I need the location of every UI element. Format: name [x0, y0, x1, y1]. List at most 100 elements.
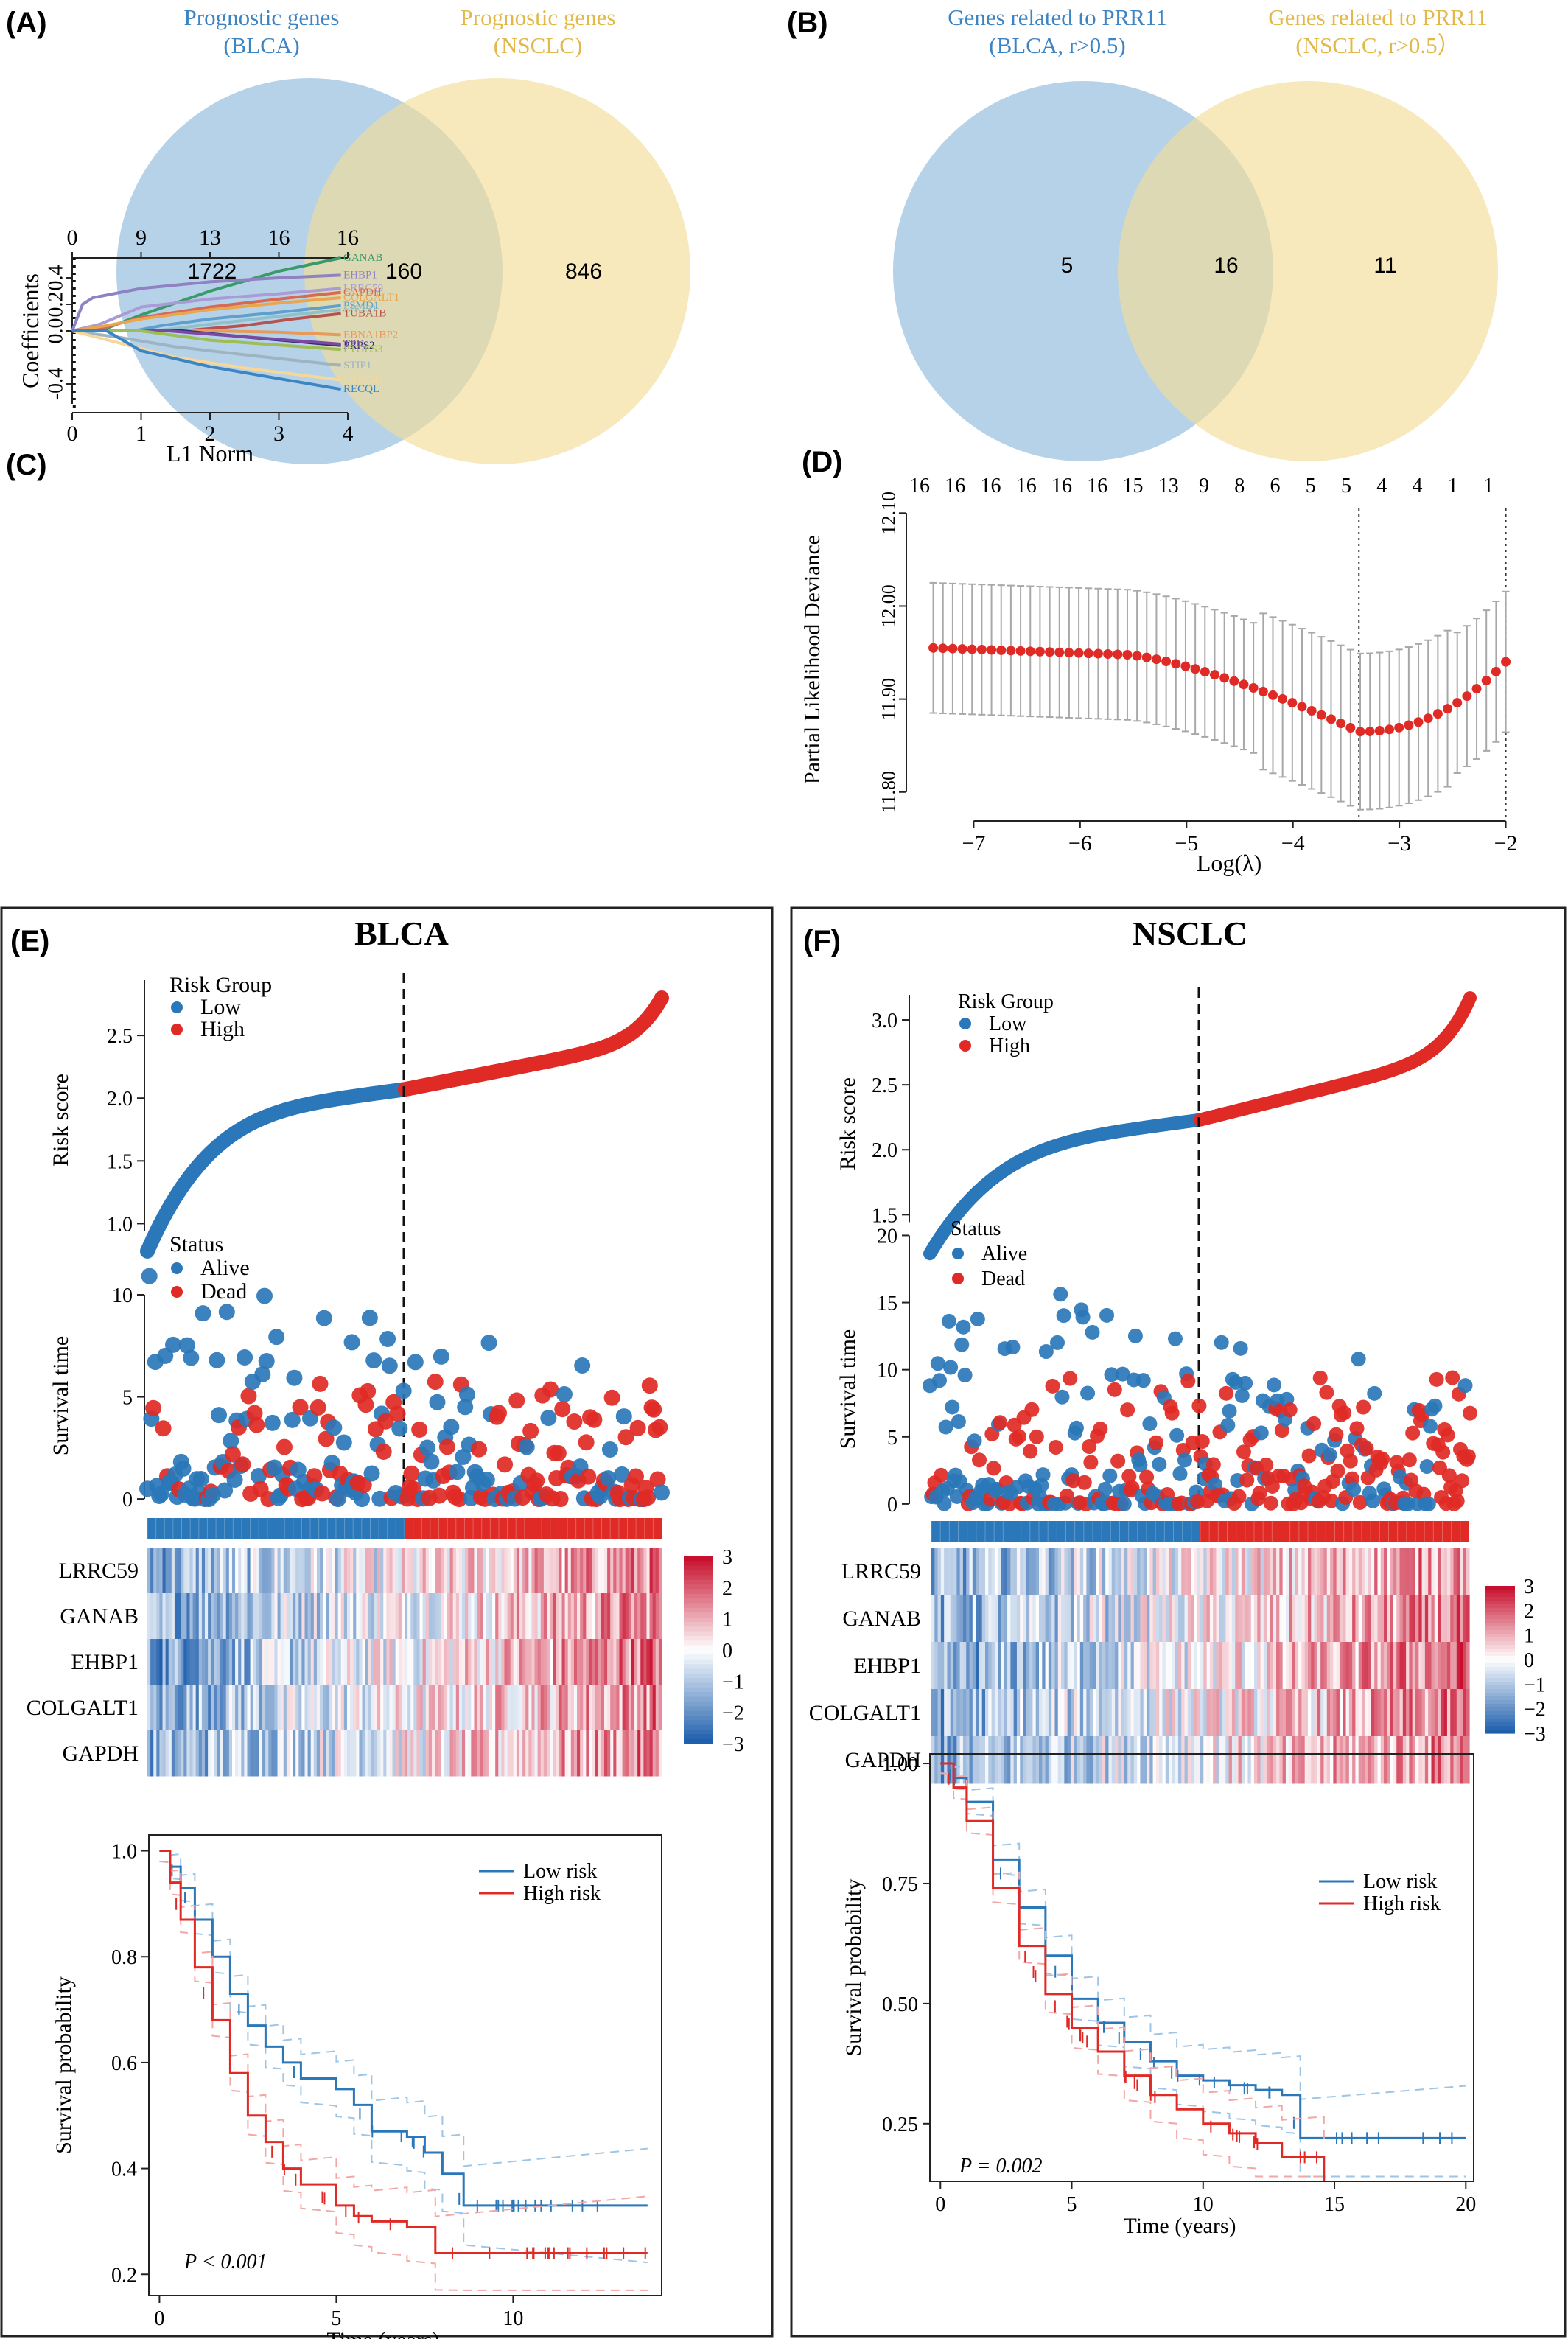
f-heat-cell: [1093, 1548, 1096, 1595]
f-km-y-tick-label: 0.75: [882, 1873, 918, 1896]
f-status-status-point: [1049, 1335, 1065, 1350]
f-heat-cell: [1070, 1642, 1074, 1690]
e-heat-cell: [501, 1593, 505, 1640]
e-km-y-tick-label: 0.4: [111, 2158, 137, 2181]
e-heat-cell: [201, 1639, 206, 1685]
f-status-status-point: [1346, 1482, 1362, 1497]
e-heat-cell: [458, 1639, 463, 1685]
f-heat-gene-label-gapdh: GAPDH: [845, 1748, 921, 1772]
f-status-status-point: [1329, 1427, 1344, 1442]
f-heat-cell: [991, 1595, 995, 1643]
f-heat-cell: [962, 1642, 967, 1690]
e-heat-cell: [649, 1685, 654, 1731]
f-heat-cell: [1175, 1595, 1179, 1643]
f-heat-cell: [1209, 1642, 1214, 1690]
f-heat-cell: [1384, 1548, 1387, 1595]
e-heat-scale-cell: [684, 1640, 713, 1646]
e-heat-cell: [244, 1730, 248, 1777]
f-heat-cell: [1443, 1548, 1448, 1595]
e-heat-cell: [589, 1685, 593, 1731]
e-heat-cell: [455, 1548, 460, 1594]
f-status-status-point: [1104, 1367, 1119, 1382]
f-heat-cell: [1172, 1689, 1176, 1737]
f-risk-y-tick-label: 3.0: [872, 1010, 897, 1032]
e-heat-cell: [326, 1685, 329, 1731]
e-heat-cell: [256, 1593, 260, 1640]
e-heat-cell: [589, 1548, 593, 1594]
f-heat-cell: [962, 1736, 967, 1784]
f-heat-cell: [1245, 1736, 1249, 1784]
f-heat-cell: [1406, 1642, 1410, 1690]
e-heat-cell: [619, 1730, 623, 1777]
e-heat-cell: [465, 1548, 469, 1594]
e-heat-cell: [346, 1639, 351, 1685]
f-heat-cell: [1143, 1736, 1147, 1784]
d-deviance-point: [1113, 649, 1123, 660]
e-heat-cell: [577, 1593, 581, 1640]
e-heat-cell: [153, 1548, 157, 1594]
f-heat-cell: [1133, 1595, 1138, 1643]
f-heat-cell: [1007, 1736, 1011, 1784]
e-heat-cell: [241, 1548, 245, 1594]
e-heat-cell: [265, 1685, 269, 1731]
f-heat-cell: [1152, 1689, 1157, 1737]
e-risk-y-label: Risk score: [49, 1074, 73, 1167]
d-deviance-point: [996, 645, 1007, 655]
f-heat-gene-label-colgalt1: COLGALT1: [809, 1701, 921, 1725]
f-heat-cell: [1096, 1736, 1100, 1784]
f-heat-cell: [1377, 1548, 1382, 1595]
e-heat-cell: [228, 1639, 233, 1685]
e-heat-cell: [310, 1593, 315, 1640]
f-heat-cell: [1105, 1595, 1110, 1643]
f-heat-cell: [1035, 1642, 1040, 1690]
e-heat-cell: [577, 1730, 581, 1777]
e-heat-cell: [438, 1593, 441, 1640]
e-heat-cell: [159, 1685, 164, 1731]
e-heat-cell: [477, 1685, 481, 1731]
e-heat-cell: [422, 1730, 427, 1777]
f-heat-cell: [1424, 1736, 1429, 1784]
f-heat-cell: [1434, 1595, 1438, 1643]
e-heat-cell: [534, 1548, 539, 1594]
f-heat-cell: [1428, 1642, 1432, 1690]
f-status-status-point: [1059, 1488, 1074, 1503]
f-heat-cell: [1450, 1736, 1455, 1784]
f-heat-cell: [950, 1642, 954, 1690]
c-x-tick-label: 4: [343, 422, 354, 446]
e-heat-cell: [646, 1639, 651, 1685]
f-heat-cell: [1466, 1642, 1470, 1690]
f-heat-cell: [1175, 1689, 1179, 1737]
e-heat-cell: [217, 1730, 221, 1777]
f-heat-cell: [1362, 1736, 1365, 1784]
e-heat-cell: [405, 1730, 408, 1777]
e-status-status-point: [290, 1461, 307, 1478]
e-heat-cell: [613, 1685, 617, 1731]
f-status-status-point: [1149, 1435, 1164, 1450]
f-heat-cell: [1155, 1736, 1160, 1784]
f-heat-cell: [1412, 1595, 1416, 1643]
e-heat-cell: [504, 1639, 508, 1685]
e-heat-scale-cell: [684, 1734, 713, 1740]
f-heat-cell: [1162, 1736, 1166, 1784]
e-heat-cell: [570, 1593, 575, 1640]
f-heat-cell: [1358, 1689, 1362, 1737]
e-heat-cell: [413, 1730, 418, 1777]
venn-a-right-label-2: (NSCLC): [494, 32, 583, 58]
f-heat-cell: [1013, 1595, 1018, 1643]
f-heat-cell: [1118, 1642, 1122, 1690]
f-heat-cell: [1377, 1689, 1382, 1737]
f-heat-cell: [1177, 1689, 1182, 1737]
e-heat-cell: [374, 1730, 378, 1777]
f-heat-cell: [1137, 1736, 1141, 1784]
f-heat-cell: [1412, 1689, 1416, 1737]
e-heat-cell: [310, 1639, 315, 1685]
e-heat-cell: [289, 1639, 293, 1685]
e-heat-cell: [613, 1730, 617, 1777]
f-heat-cell: [1453, 1548, 1457, 1595]
f-heat-cell: [1140, 1642, 1144, 1690]
f-heat-cell: [972, 1595, 976, 1643]
f-heat-cell: [1096, 1689, 1100, 1737]
f-heat-cell: [1143, 1595, 1147, 1643]
